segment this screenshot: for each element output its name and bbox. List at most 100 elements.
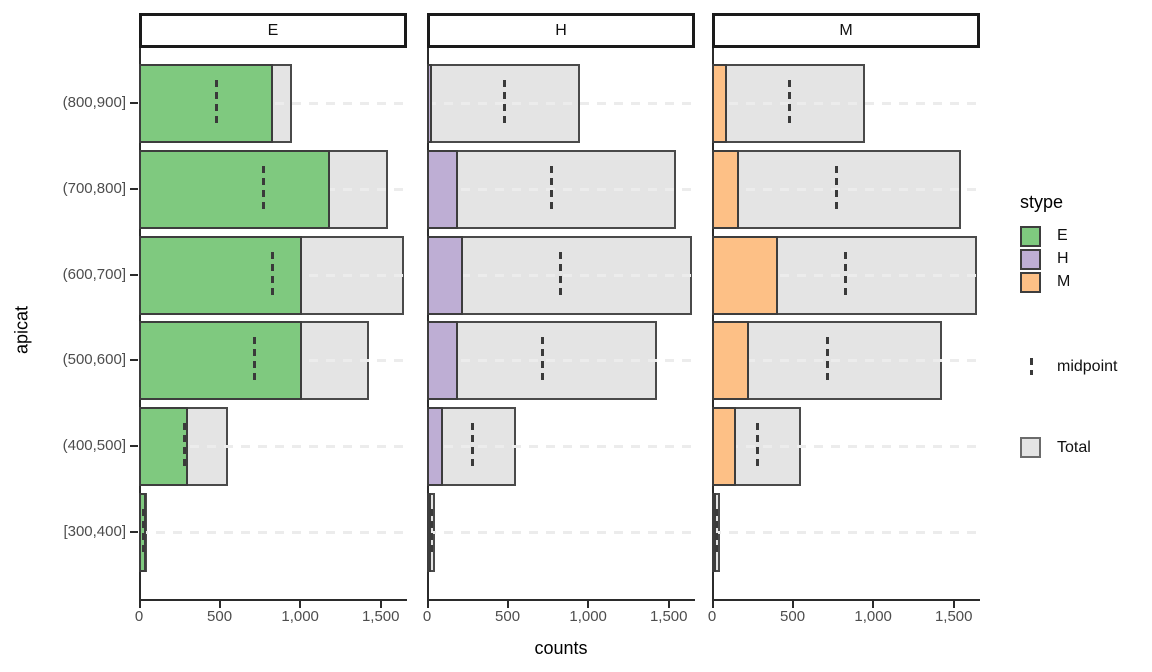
stype-bar-m [712,492,716,572]
y-tick-mark [130,102,138,104]
stype-bar-e [139,406,189,486]
x-tick-label: 1,500 [934,608,973,625]
gridline [427,531,695,534]
midpoint-line [550,166,554,212]
legend-label-total: Total [1057,439,1091,456]
stype-bar-m [712,235,779,315]
stype-bar-e [139,63,273,143]
stype-bar-m [712,149,740,229]
x-tick-label: 1,500 [361,608,400,625]
x-tick-mark [712,601,714,608]
midpoint-line [502,80,506,126]
x-tick-mark [667,601,670,608]
legend-label-m: M [1057,273,1071,290]
stype-bar-m [712,320,750,400]
midpoint-line [755,423,759,469]
stype-bar-m [712,63,727,143]
midpoint-line [541,337,545,383]
legend-swatch-total [1020,437,1041,458]
y-tick-label: (800,900] [62,94,126,111]
y-tick-label: (600,700] [62,266,126,283]
y-tick-mark [130,531,138,533]
y-tick-label: (700,800] [62,180,126,197]
gridline [712,445,980,448]
y-axis-title: apicat [11,305,32,355]
y-tick-label: (500,600] [62,351,126,368]
midpoint-line [787,80,791,126]
gridline [139,445,407,448]
gridline [712,359,980,362]
stype-bar-h [427,320,458,400]
gridline [427,102,695,105]
x-tick-label: 0 [134,608,144,625]
x-tick-mark [791,601,794,608]
y-tick-label: [300,400] [63,523,126,540]
midpoint-line [262,166,266,212]
x-tick-label: 500 [495,608,521,625]
x-axis-line [139,599,407,601]
midpoint-line [270,252,274,298]
gridline [712,188,980,191]
x-tick-label: 1,500 [649,608,688,625]
facet-strip-h: H [427,13,695,48]
facet-strip-m: M [712,13,980,48]
facet-strip-label: H [555,21,567,39]
x-tick-mark [952,601,955,608]
facet-panel-h: 0 500 1,000 1,500 [423,48,695,625]
legend-swatch-m [1020,272,1041,293]
x-axis-title: counts [534,638,588,658]
midpoint-line [558,252,562,298]
x-tick-mark [139,601,141,608]
midpoint-line [835,166,839,212]
gridline [427,445,695,448]
x-tick-mark [379,601,382,608]
x-axis-line [712,599,980,601]
x-tick-label: 0 [422,608,432,625]
y-tick-mark [130,188,138,190]
midpoint-line [430,509,434,555]
gridline [712,531,980,534]
x-tick-label: 1,000 [854,608,892,625]
gridline [139,102,407,105]
y-tick-mark [130,274,138,276]
x-tick-mark [218,601,221,608]
stype-bar-h [427,235,464,315]
x-tick-label: 500 [780,608,806,625]
x-tick-label: 1,000 [569,608,607,625]
stype-bar-m [712,406,737,486]
gridline [427,188,695,191]
midpoint-line [214,80,218,126]
midpoint-line [715,509,719,555]
gridline [427,359,695,362]
x-tick-label: 1,000 [281,608,319,625]
legend-midpoint-icon [1030,358,1033,375]
x-tick-label: 500 [207,608,233,625]
facet-panel-m: 0 500 1,000 1,500 [708,48,980,625]
facet-strip-label: E [267,21,279,39]
stype-bar-h [427,63,432,143]
facet-strip-e: E [139,13,407,48]
x-tick-mark [506,601,509,608]
facet-strip-label: M [839,21,853,39]
x-tick-mark [299,601,302,608]
legend-label-midpoint: midpoint [1057,358,1118,375]
midpoint-line [142,509,146,555]
midpoint-line [826,337,830,383]
facet-panel-e: 0 500 1,000 1,500 [135,48,407,625]
stype-bar-h [427,149,458,229]
gridline [139,531,407,534]
gridline [712,102,980,105]
x-axis-line [427,599,695,601]
y-tick-mark [130,359,138,361]
stype-bar-h [427,406,444,486]
midpoint-line [843,252,847,298]
x-tick-mark [427,601,429,608]
stype-bar-e [139,235,302,315]
x-tick-mark [872,601,875,608]
stype-bar-e [139,320,302,400]
x-tick-label: 0 [707,608,717,625]
stype-bar-e [139,149,330,229]
x-tick-mark [587,601,590,608]
stype-bar-h [427,492,431,572]
legend-label-e: E [1057,227,1068,244]
